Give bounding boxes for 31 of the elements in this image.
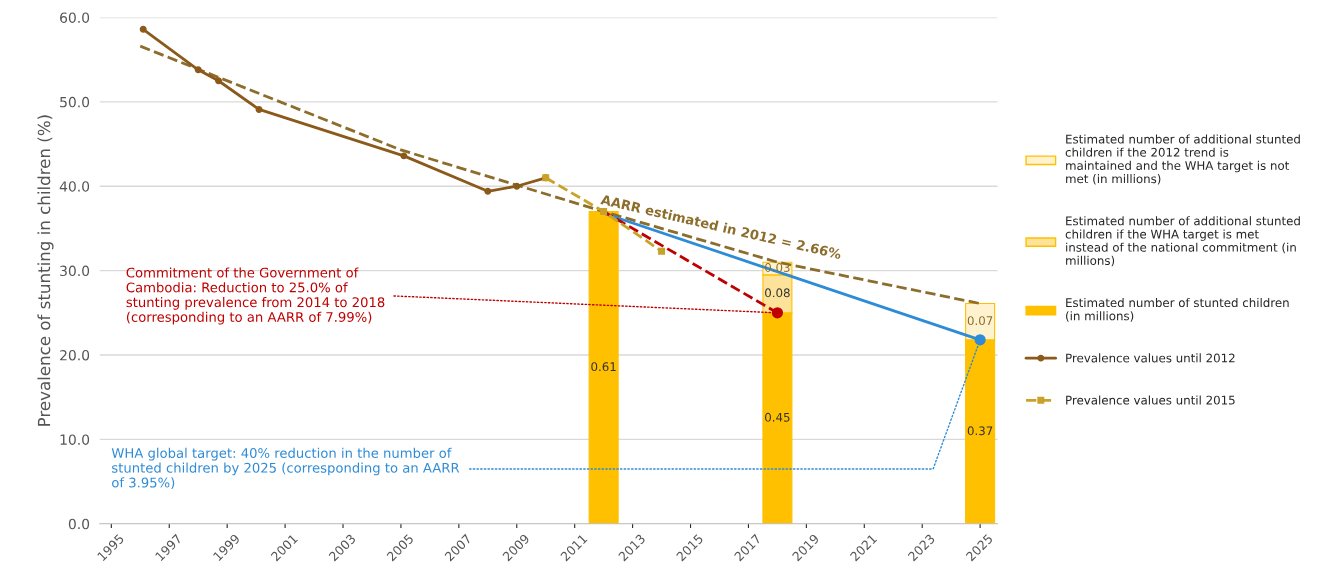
annotation: 0.61 — [591, 362, 616, 372]
y-tick-label: 30.0 — [60, 265, 90, 277]
legend-label: Prevalence values until 2012 — [1066, 353, 1235, 363]
point — [215, 77, 222, 85]
y-tick-label: 20.0 — [60, 349, 90, 361]
point — [771, 307, 784, 319]
bar — [588, 211, 619, 524]
point — [513, 182, 521, 190]
annotation: 0.08 — [765, 288, 790, 298]
point — [139, 25, 147, 33]
legend-label: Estimated number of stunted children (in millions) — [1066, 297, 1289, 322]
y-tick-label: 50.0 — [60, 96, 90, 108]
y-tick-label: 60.0 — [60, 12, 90, 23]
y-tick-label: 40.0 — [59, 181, 90, 192]
point — [255, 105, 263, 113]
point — [658, 247, 666, 255]
legend-label: Estimated number of additional stunted children if the 2012 trend is maintained and the WHA target is not met (in millions) — [1065, 134, 1300, 185]
point — [400, 152, 408, 160]
annotation: 0.37 — [967, 426, 993, 436]
y-tick-label: 0.0 — [68, 518, 90, 530]
y-tick-label: 10.0 — [60, 434, 90, 445]
point — [974, 334, 986, 346]
point — [194, 66, 202, 74]
legend-label: Estimated number of additional stunted children if the WHA target is met instead of the national commitment (in millions) — [1065, 216, 1300, 267]
annotation: WHA global target: 40% reduction in the number of stunted children by 2025 (corresponding to an AARR of 3.95%) — [111, 447, 460, 490]
annotation: 0.07 — [967, 316, 993, 326]
annotation: 0.45 — [765, 412, 790, 422]
annotation: Commitment of the Government of Cambodia: Reduction to 25.0% of stunting prevalence from 2014 to 2018 (corresponding to an AARR of 7.99%) — [126, 267, 385, 325]
y-axis-title: Prevalence of stunting in children (%) — [37, 115, 54, 426]
legend-label: Prevalence values until 2015 — [1066, 395, 1235, 405]
point — [484, 187, 492, 195]
